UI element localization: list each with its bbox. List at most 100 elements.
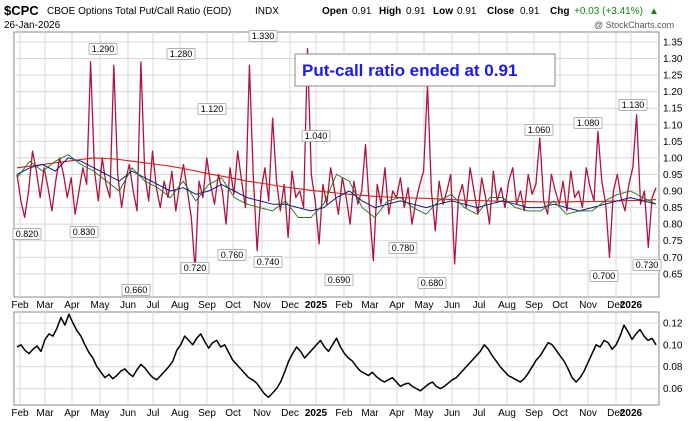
main-x-tick-label: Sep bbox=[198, 300, 216, 311]
open-label: Open bbox=[322, 6, 348, 17]
indicator-x-tick-label: Oct bbox=[225, 408, 241, 419]
ma-short-line bbox=[16, 154, 657, 218]
indicator-x-tick-label: Jul bbox=[473, 408, 486, 419]
annotation-label: 1.120 bbox=[201, 104, 224, 114]
annotation-box bbox=[573, 117, 603, 129]
callout-frame bbox=[294, 53, 556, 87]
annotation-box bbox=[12, 228, 42, 240]
indicator-x-tick-label: Feb bbox=[335, 408, 353, 419]
main-x-tick-label: Nov bbox=[579, 300, 597, 311]
annotation-label: 0.760 bbox=[221, 250, 244, 260]
annotation-box bbox=[324, 274, 354, 286]
watermark: @ StockCharts.com bbox=[594, 20, 674, 30]
indicator-series bbox=[16, 313, 657, 399]
main-x-tick-label: Jun bbox=[120, 300, 136, 311]
indicator-y-tick-label: 0.10 bbox=[663, 340, 683, 351]
indicator-plot-frame bbox=[13, 311, 660, 406]
main-x-tick-label: Aug bbox=[171, 300, 189, 311]
indicator-x-tick-label: Dec bbox=[607, 408, 625, 419]
main-y-tick-label: 0.85 bbox=[663, 203, 683, 214]
high-value: 0.91 bbox=[406, 6, 426, 17]
annotation-label: 0.690 bbox=[328, 275, 351, 285]
close-label: Close bbox=[487, 6, 515, 17]
main-x-tick-label: Jul bbox=[473, 300, 486, 311]
symbol: $CPC bbox=[4, 3, 39, 18]
annotation-box bbox=[388, 242, 418, 254]
annotation-box bbox=[417, 277, 447, 289]
chg-value: +0.03 (+3.41%) bbox=[574, 6, 643, 17]
indicator-x-tick-label: Nov bbox=[253, 408, 271, 419]
exchange: INDX bbox=[255, 6, 279, 17]
main-y-tick-label: 1.00 bbox=[663, 153, 683, 164]
main-x-tick-label: Aug bbox=[498, 300, 516, 311]
annotation-box bbox=[69, 226, 99, 238]
main-x-tick-label: Mar bbox=[36, 300, 54, 311]
indicator-x-tick-label: May bbox=[415, 408, 434, 419]
main-y-tick-label: 0.75 bbox=[663, 236, 683, 247]
open-value: 0.91 bbox=[352, 6, 372, 17]
annotation-label: 1.080 bbox=[577, 118, 600, 128]
annotation-box bbox=[301, 130, 331, 142]
callout-text: Put-call ratio ended at 0.91 bbox=[302, 61, 517, 80]
indicator-x-tick-label: Dec bbox=[281, 408, 299, 419]
main-y-tick-label: 1.10 bbox=[663, 120, 683, 131]
chg-up-icon: ▲ bbox=[649, 6, 659, 17]
ma-long-line bbox=[16, 157, 657, 203]
annotation-label: 1.280 bbox=[170, 49, 193, 59]
indicator-x-tick-label: Apr bbox=[389, 408, 405, 419]
indicator-x-tick-label: Apr bbox=[64, 408, 80, 419]
annotation-box bbox=[88, 43, 118, 55]
main-x-tick-label: Nov bbox=[253, 300, 271, 311]
annotation-label: 0.740 bbox=[257, 257, 280, 267]
main-x-tick-label: 2026 bbox=[620, 300, 643, 311]
main-x-tick-label: May bbox=[415, 300, 434, 311]
annotation-label: 0.820 bbox=[16, 229, 39, 239]
annotation-box bbox=[217, 249, 247, 261]
indicator-x-tick-label: Aug bbox=[171, 408, 189, 419]
main-x-tick-label: Feb bbox=[335, 300, 353, 311]
annotation-label: 0.680 bbox=[421, 278, 444, 288]
indicator-x-axis: Feb Mar Apr May Jun Jul Aug Sep Oct Nov Dec 2025 Feb… bbox=[11, 408, 642, 419]
main-y-tick-label: 1.05 bbox=[663, 137, 683, 148]
annotation-label: 1.130 bbox=[622, 100, 645, 110]
main-x-tick-label: May bbox=[91, 300, 110, 311]
indicator-x-tick-label: Sep bbox=[198, 408, 216, 419]
annotation-label: 1.290 bbox=[92, 44, 115, 54]
annotation-box bbox=[589, 270, 619, 282]
indicator-x-tick-label: 2026 bbox=[620, 408, 643, 419]
indicator-x-tick-label: Mar bbox=[361, 408, 379, 419]
indicator-x-tick-label: Jun bbox=[120, 408, 136, 419]
main-y-tick-label: 1.20 bbox=[663, 87, 683, 98]
close-value: 0.91 bbox=[520, 6, 540, 17]
annotation-box bbox=[618, 99, 648, 111]
main-x-axis: Feb Mar Apr May Jun Jul Aug Sep Oct Nov Dec 2025 Feb… bbox=[11, 300, 642, 311]
annotation-label: 0.780 bbox=[392, 243, 415, 253]
main-y-tick-label: 0.70 bbox=[663, 253, 683, 264]
annotation-box bbox=[121, 284, 151, 296]
main-y-tick-label: 1.25 bbox=[663, 71, 683, 82]
main-y-tick-label: 1.15 bbox=[663, 104, 683, 115]
annotation-box bbox=[166, 48, 196, 60]
indicator-x-tick-label: Nov bbox=[579, 408, 597, 419]
main-x-tick-label: 2025 bbox=[305, 300, 328, 311]
symbol-name: CBOE Options Total Put/Call Ratio (EOD) bbox=[47, 6, 231, 17]
indicator-x-tick-label: Mar bbox=[36, 408, 54, 419]
annotation-label: 0.660 bbox=[125, 285, 148, 295]
annotation-box bbox=[180, 262, 210, 274]
indicator-x-tick-label: Sep bbox=[525, 408, 543, 419]
indicator-y-axis: 0.06 0.08 0.10 0.12 bbox=[663, 318, 683, 395]
indicator-y-tick-label: 0.06 bbox=[663, 384, 683, 395]
indicator-line bbox=[16, 313, 657, 399]
ma-mid-line bbox=[16, 157, 657, 212]
indicator-x-tick-label: 2025 bbox=[305, 408, 328, 419]
indicator-y-tick-label: 0.12 bbox=[663, 318, 683, 329]
price-line bbox=[16, 47, 657, 272]
annotation-box bbox=[197, 103, 227, 115]
main-x-tick-label: Oct bbox=[552, 300, 568, 311]
main-x-tick-label: Jun bbox=[444, 300, 460, 311]
indicator-y-tick-label: 0.08 bbox=[663, 362, 683, 373]
annotation-label: 1.330 bbox=[252, 31, 275, 41]
low-label: Low bbox=[433, 6, 453, 17]
chart-date: 26-Jan-2026 bbox=[4, 20, 61, 31]
